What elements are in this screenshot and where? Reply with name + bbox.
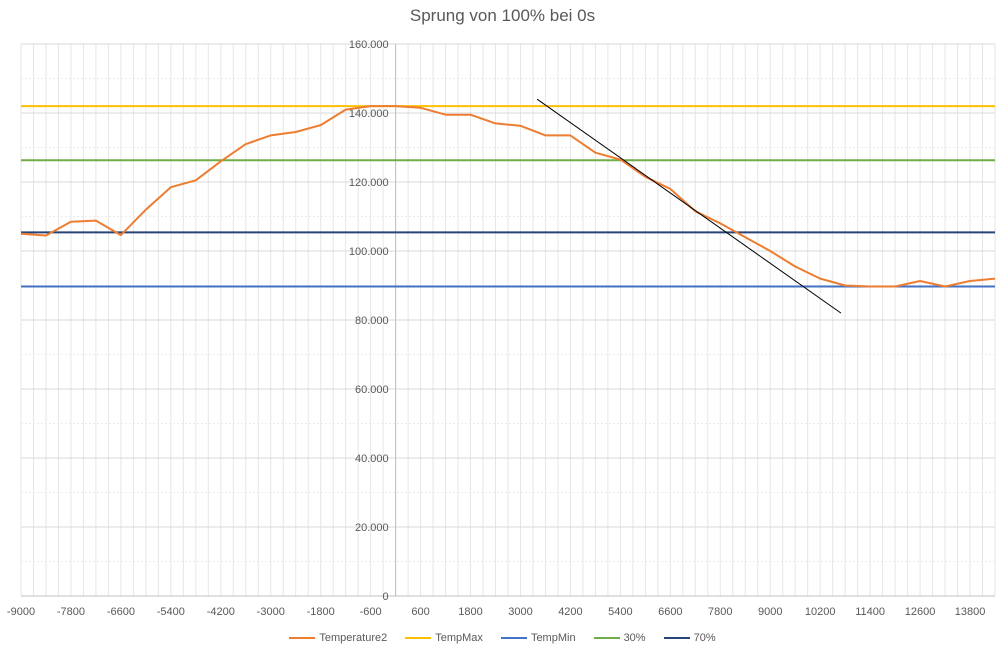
legend-swatch: [289, 637, 316, 639]
x-tick-label: -1800: [307, 606, 335, 618]
legend-item: 70%: [663, 632, 716, 644]
x-tick-label: 3000: [508, 606, 532, 618]
legend: Temperature2 TempMax TempMin 30% 70%: [0, 632, 1005, 644]
x-tick-label: -7800: [57, 606, 85, 618]
legend-item: 30%: [593, 632, 646, 644]
legend-label: 30%: [623, 632, 646, 644]
legend-label: TempMax: [435, 632, 483, 644]
legend-swatch: [663, 637, 690, 639]
y-tick-label: 80.000: [355, 315, 389, 327]
x-tick-label: -5400: [157, 606, 185, 618]
x-tick-label: -3000: [257, 606, 285, 618]
x-tick-label: 7800: [708, 606, 732, 618]
x-tick-label: 600: [411, 606, 429, 618]
x-tick-label: 6600: [658, 606, 682, 618]
x-tick-label: -6600: [107, 606, 135, 618]
tangent-line: [536, 98, 842, 314]
x-tick-label: 11400: [855, 606, 885, 618]
x-tick-label: -9000: [7, 606, 35, 618]
plot-area: -9000 -7800 -6600 -5400 -4200 -3000 -1800 -600 6…: [7, 39, 996, 618]
y-tick-label: 120.000: [349, 177, 389, 189]
y-tick-label: 140.000: [349, 108, 389, 120]
y-tick-label: 60.000: [355, 384, 389, 396]
x-tick-label: 1800: [458, 606, 482, 618]
y-tick-label: 160.000: [349, 39, 389, 51]
y-tick-label: 0: [382, 591, 388, 603]
y-tick-label: 20.000: [355, 522, 389, 534]
y-tick-label: 100.000: [349, 246, 389, 258]
x-tick-label: 10200: [805, 606, 836, 618]
series-line-temperature2: [20, 105, 996, 288]
x-tick-label: 9000: [758, 606, 782, 618]
legend-swatch: [593, 637, 620, 639]
legend-swatch: [405, 637, 432, 639]
x-tick-label: -600: [360, 606, 382, 618]
x-tick-label: -4200: [207, 606, 235, 618]
legend-label: Temperature2: [319, 632, 388, 644]
legend-label: 70%: [693, 632, 716, 644]
legend-item: Temperature2: [289, 632, 387, 644]
x-tick-label: 12600: [905, 606, 936, 618]
y-tick-label: 40.000: [355, 453, 389, 465]
x-tick-label: 13800: [955, 606, 986, 618]
x-tick-label: 5400: [608, 606, 632, 618]
chart-title: Sprung von 100% bei 0s: [409, 6, 596, 25]
x-tick-label: 4200: [558, 606, 582, 618]
legend-item: TempMax: [405, 632, 483, 644]
legend-label: TempMin: [530, 632, 576, 644]
legend-item: TempMin: [500, 632, 576, 644]
legend-swatch: [500, 637, 527, 639]
